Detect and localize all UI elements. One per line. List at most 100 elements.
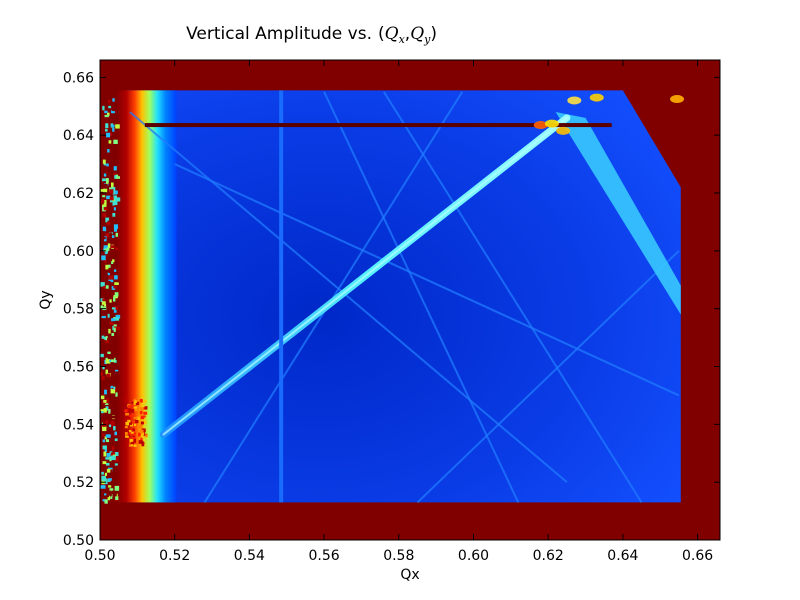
hot-spot-blob — [567, 96, 582, 105]
speckle-dot — [113, 308, 117, 313]
speckle-dot — [108, 105, 112, 109]
speckle-dot — [115, 176, 120, 179]
speckle-dot — [112, 272, 116, 277]
speckle-dot — [113, 166, 117, 171]
x-tick-label: 0.54 — [234, 548, 265, 564]
speckle-dot — [130, 409, 135, 413]
speckle-dot — [115, 247, 119, 251]
speckle-dot — [103, 207, 108, 211]
speckle-dot — [107, 333, 112, 339]
speckle-dot — [129, 429, 132, 433]
horizontal-band — [144, 123, 612, 128]
speckle-dot — [102, 105, 105, 111]
resonance-line — [416, 250, 680, 504]
x-axis-label: Qx — [400, 567, 419, 583]
speckle-dot — [107, 200, 111, 206]
speckle-dot — [141, 443, 145, 447]
speckle-dot — [113, 296, 116, 302]
y-tick-label: 0.50 — [63, 533, 94, 549]
noise-speckle — [100, 98, 148, 504]
speckle-dot — [100, 446, 104, 451]
speckle-dot — [113, 324, 117, 327]
speckle-dot — [112, 201, 115, 206]
speckle-dot — [128, 422, 132, 426]
speckle-dot — [107, 149, 110, 153]
speckle-dot — [102, 366, 105, 370]
y-tick-label: 0.56 — [63, 360, 94, 376]
speckle-dot — [133, 401, 136, 405]
speckle-dot — [106, 178, 109, 183]
speckle-dot — [102, 195, 106, 198]
speckle-dot — [108, 140, 112, 144]
speckle-dot — [110, 452, 116, 456]
speckle-dot — [102, 213, 107, 218]
speckle-dot — [132, 436, 136, 440]
speckle-dot — [101, 184, 107, 188]
hot-spot — [533, 93, 685, 135]
speckle-dot — [113, 139, 118, 144]
speckle-dot — [107, 243, 111, 249]
resonance-line — [129, 111, 568, 483]
speckle-dot — [143, 415, 146, 418]
speckle-dot — [136, 416, 140, 421]
speckle-dot — [115, 392, 118, 397]
speckle-dot — [139, 399, 143, 403]
speckle-dot — [111, 124, 115, 127]
x-tick-label: 0.62 — [533, 548, 564, 564]
speckle-dot — [108, 485, 112, 488]
speckle-dot — [104, 248, 107, 251]
speckle-dot — [134, 419, 139, 424]
resonance-lines — [129, 91, 681, 504]
y-tick-label: 0.58 — [63, 302, 94, 318]
speckle-dot — [114, 292, 119, 297]
speckle-dot — [109, 189, 114, 194]
speckle-dot — [110, 388, 116, 394]
speckle-dot — [124, 432, 128, 436]
speckle-dot — [110, 119, 113, 124]
hot-spot-blob — [556, 126, 571, 135]
speckle-dot — [140, 407, 144, 411]
speckle-dot — [115, 457, 119, 462]
speckle-dot — [103, 451, 107, 457]
speckle-dot — [112, 493, 117, 497]
speckle-dot — [105, 369, 109, 375]
speckle-dot — [106, 132, 111, 138]
speckle-dot — [125, 435, 129, 438]
speckle-dot — [111, 318, 116, 322]
x-tick-label: 0.52 — [159, 548, 190, 564]
stable-region — [126, 90, 681, 503]
speckle-dot — [144, 406, 148, 410]
speckle-dot — [111, 261, 114, 264]
speckle-dot — [108, 409, 111, 414]
speckle-dot — [110, 455, 116, 461]
chart-title-math: (Qx,Qy) — [378, 24, 437, 46]
speckle-dot — [140, 437, 143, 442]
speckle-dot — [112, 107, 117, 112]
speckle-dot — [111, 307, 116, 310]
speckle-dot — [109, 488, 114, 491]
speckle-dot — [103, 304, 107, 307]
y-tick-label: 0.66 — [63, 70, 94, 86]
speckle-dot — [139, 411, 143, 415]
speckle-dot — [113, 197, 118, 201]
speckle-dot — [128, 405, 132, 408]
speckle-dot — [100, 409, 106, 412]
y-axis: 0.50 0.52 0.54 0.56 0.58 0.60 0.62 0.64 0.66 — [63, 70, 720, 549]
speckle-dot — [114, 376, 120, 381]
amplitude-band — [116, 90, 177, 503]
speckle-dot — [113, 227, 118, 232]
speckle-dot — [114, 317, 120, 321]
speckle-dot — [103, 399, 107, 403]
speckle-dot — [110, 415, 116, 419]
speckle-dot — [113, 331, 118, 336]
speckle-dot — [101, 330, 104, 334]
speckle-dot — [107, 168, 111, 172]
speckle-dot — [106, 195, 111, 200]
speckle-dot — [114, 485, 120, 491]
speckle-dot — [104, 260, 107, 263]
speckle-dot — [126, 416, 131, 420]
speckle-dot — [129, 438, 134, 443]
speckle-dot — [109, 299, 112, 303]
speckle-dot — [126, 410, 131, 415]
speckle-dot — [105, 285, 109, 289]
